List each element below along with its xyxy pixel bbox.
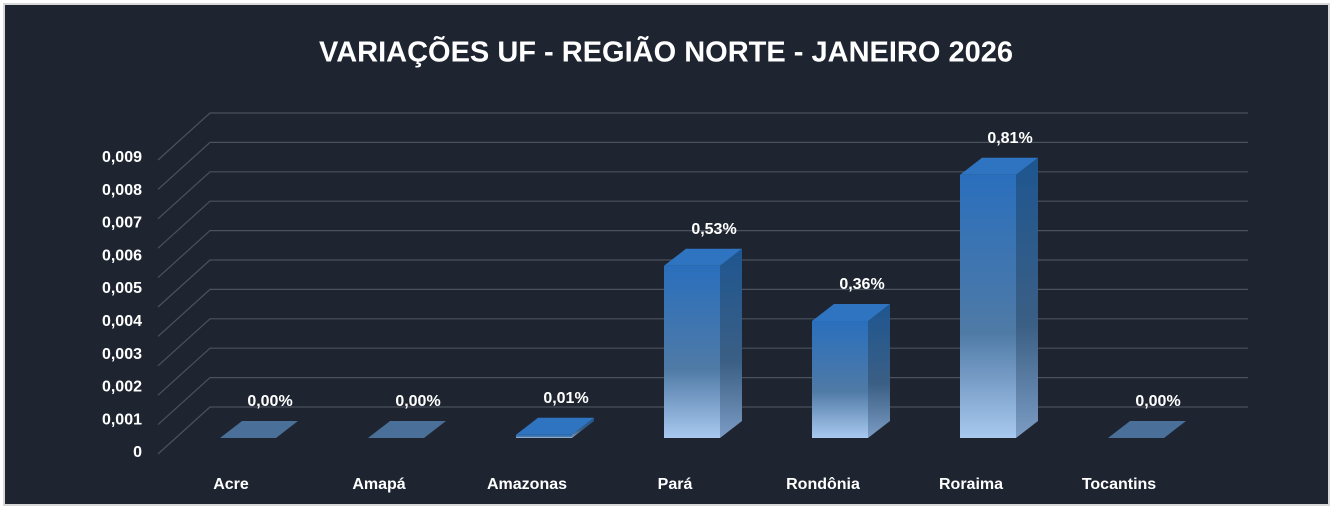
bar-side — [868, 304, 890, 438]
bar-side — [1016, 157, 1038, 438]
grid-line — [157, 406, 1248, 455]
data-label: 0,00% — [247, 393, 292, 410]
grid-line — [157, 288, 1248, 337]
y-tick-label: 0,007 — [102, 215, 142, 232]
y-tick-label: 0,009 — [102, 149, 142, 166]
bar-front — [664, 265, 720, 438]
grid-line — [157, 112, 1248, 161]
x-tick-label: Rondônia — [786, 476, 860, 493]
x-tick-label: Acre — [213, 476, 249, 493]
bar-front — [960, 174, 1016, 438]
y-tick-label: 0,002 — [102, 379, 142, 396]
bar-front — [812, 321, 868, 438]
bar-top — [812, 304, 890, 321]
grid-line — [157, 230, 1248, 279]
data-label: 0,53% — [691, 221, 736, 238]
grid-line — [157, 259, 1248, 308]
data-label: 0,36% — [839, 276, 884, 293]
bar-top — [1108, 421, 1186, 438]
x-tick-label: Amazonas — [487, 476, 567, 493]
x-tick-label: Amapá — [352, 476, 405, 493]
grid-line — [157, 200, 1248, 249]
y-tick-label: 0,003 — [102, 346, 142, 363]
grid-line — [157, 141, 1248, 190]
y-tick-label: 0,005 — [102, 280, 142, 297]
bar-side — [720, 248, 742, 438]
y-tick-label: 0,006 — [102, 247, 142, 264]
bar-top — [516, 417, 594, 435]
data-label: 0,00% — [1135, 393, 1180, 410]
y-tick-label: 0 — [133, 444, 142, 461]
bar-top — [368, 421, 446, 438]
bar-side — [572, 417, 594, 438]
data-label: 0,81% — [987, 130, 1032, 147]
data-label: 0,01% — [543, 390, 588, 407]
grid-line — [157, 377, 1248, 426]
bar-top — [664, 248, 742, 266]
y-tick-label: 0,001 — [102, 411, 142, 428]
bar-front — [516, 434, 572, 438]
bar-top — [960, 157, 1038, 175]
grid-line — [157, 318, 1248, 367]
chart-title: VARIAÇÕES UF - REGIÃO NORTE - JANEIRO 20… — [319, 35, 1013, 69]
x-tick-label: Pará — [658, 476, 693, 493]
bar-top — [220, 421, 298, 438]
grid-line — [157, 171, 1248, 220]
y-tick-label: 0,004 — [102, 313, 142, 330]
data-label: 0,00% — [395, 393, 440, 410]
x-tick-label: Roraima — [939, 476, 1003, 493]
y-tick-label: 0,008 — [102, 182, 142, 199]
grid-line — [157, 347, 1248, 396]
x-tick-label: Tocantins — [1082, 476, 1156, 493]
